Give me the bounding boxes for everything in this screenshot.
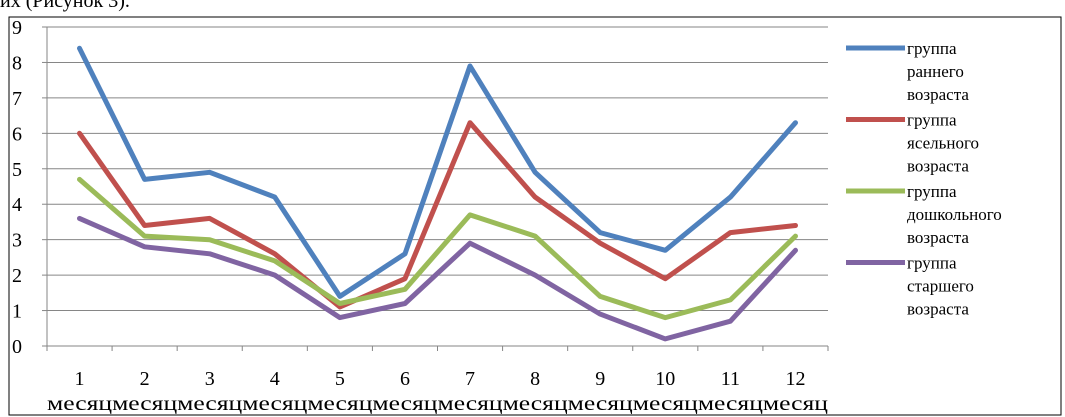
y-tick-label: 0 — [12, 336, 22, 358]
x-unit-label: месяц — [698, 393, 763, 415]
y-tick-label: 5 — [12, 159, 22, 181]
x-tick-label: 3 — [205, 368, 215, 390]
x-tick-label: 9 — [595, 368, 605, 390]
x-tick-label: 2 — [140, 368, 150, 390]
x-tick-label: 1 — [75, 368, 85, 390]
series-line — [77, 120, 798, 310]
legend-label: ясельного — [907, 134, 979, 153]
y-tick-label: 9 — [12, 17, 22, 39]
axes — [42, 26, 829, 351]
series-lines — [77, 45, 798, 342]
y-tick-label: 2 — [12, 265, 22, 287]
y-tick-label: 1 — [12, 301, 22, 323]
legend-label: возраста — [907, 85, 969, 104]
x-unit-label: месяц — [242, 393, 307, 415]
legend-label: группа — [907, 39, 957, 58]
x-unit-label: месяц — [177, 393, 242, 415]
x-tick-label: 4 — [270, 368, 280, 390]
y-tick-label: 4 — [12, 194, 22, 216]
x-unit-label: месяц — [568, 393, 633, 415]
y-tick-label: 6 — [12, 123, 22, 145]
x-axis-tick-labels: 1 месяц 2 месяц 3 месяц 4 месяц 5 месяц 6 месяц 7 мес… — [47, 368, 828, 415]
x-unit-label: месяц — [438, 393, 503, 415]
x-tick-label: 8 — [530, 368, 540, 390]
y-tick-label: 3 — [12, 230, 22, 252]
chart-frame — [8, 16, 1062, 416]
legend-label: раннего — [907, 62, 964, 81]
x-tick-label: 7 — [465, 368, 475, 390]
x-tick-label: 11 — [721, 368, 740, 390]
x-tick-label: 6 — [400, 368, 410, 390]
series-line — [77, 45, 798, 299]
legend-label: группа — [907, 111, 957, 130]
legend: группа раннего возраста группа ясельного возр… — [846, 39, 1002, 319]
x-tick-label: 10 — [655, 368, 675, 390]
y-tick-label: 7 — [12, 88, 22, 110]
gridlines — [47, 26, 828, 312]
legend-label: группа — [907, 182, 957, 201]
x-unit-label: месяц — [307, 393, 372, 415]
x-unit-label: месяц — [372, 393, 437, 415]
x-unit-label: месяц — [112, 393, 177, 415]
legend-label: дошкольного — [907, 205, 1002, 224]
legend-label: возраста — [907, 157, 969, 176]
series-line — [77, 176, 798, 321]
legend-label: возраста — [907, 228, 969, 247]
x-tick-label: 5 — [335, 368, 345, 390]
legend-label: возраста — [907, 300, 969, 319]
caption-fragment: их (Рисунок 3). — [0, 0, 130, 12]
x-unit-label: месяц — [633, 393, 698, 415]
x-unit-label: месяц — [763, 393, 828, 415]
y-tick-label: 8 — [12, 52, 22, 74]
x-tick-label: 12 — [785, 368, 805, 390]
legend-label: старшего — [907, 277, 974, 296]
x-unit-label: месяц — [503, 393, 568, 415]
y-axis-tick-labels: 0 1 2 3 4 5 6 7 8 9 — [12, 17, 22, 358]
series-line — [77, 215, 798, 342]
legend-label: группа — [907, 254, 957, 273]
x-unit-label: месяц — [47, 393, 112, 415]
